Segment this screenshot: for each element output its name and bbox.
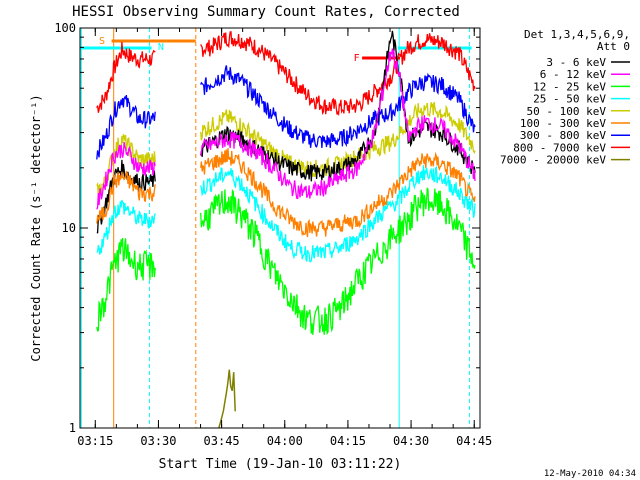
series-100-300-kev [96, 148, 476, 238]
x-tick-label: 04:30 [393, 434, 429, 448]
legend-entry-label: 25 - 50 keV [533, 93, 606, 106]
legend-subtitle: Att 0 [597, 40, 630, 53]
legend-entry-label: 7000 - 20000 keV [500, 154, 606, 167]
legend-title: Det 1,3,4,5,6,9, [524, 28, 630, 41]
x-tick-label: 04:00 [267, 434, 303, 448]
y-tick-label: 100 [54, 21, 76, 35]
legend-entry-label: 3 - 6 keV [546, 56, 606, 69]
x-tick-label: 03:45 [204, 434, 240, 448]
x-tick-label: 03:15 [77, 434, 113, 448]
series-line [96, 31, 476, 117]
chart-title: HESSI Observing Summary Count Rates, Cor… [72, 4, 460, 20]
series-line [218, 369, 236, 429]
series-12-25-kev [96, 187, 476, 336]
y-axis-label: Corrected Count Rate (s⁻¹ detector⁻¹) [29, 94, 43, 361]
x-tick-label: 04:45 [456, 434, 492, 448]
series-25-50-kev [96, 165, 476, 263]
plot-area: S N F [80, 28, 476, 429]
series-7000-20000-kev [218, 369, 236, 429]
legend-entry-label: 50 - 100 keV [527, 105, 607, 118]
y-axis: 1 10 100 [54, 21, 480, 435]
series-line [96, 48, 476, 210]
series-line [96, 148, 476, 238]
annotation-n: N [158, 42, 164, 53]
x-tick-label: 03:30 [140, 434, 176, 448]
x-axis: 03:15 03:30 03:45 04:00 04:15 04:30 04:45 [77, 28, 492, 448]
plot-frame [79, 27, 481, 429]
legend-entry-label: 6 - 12 keV [540, 68, 607, 81]
series-300-800-kev [96, 65, 476, 160]
series-800-7000-kev [96, 31, 476, 117]
y-tick-label: 1 [69, 421, 76, 435]
legend-entry-label: 300 - 800 keV [520, 129, 606, 142]
x-tick-label: 04:15 [330, 434, 366, 448]
annotation-f: F [354, 53, 360, 64]
y-tick-label: 10 [62, 221, 76, 235]
series-6-12-kev [96, 48, 476, 210]
legend-entry-label: 100 - 300 keV [520, 117, 606, 130]
legend-entry-label: 800 - 7000 keV [513, 141, 606, 154]
series-line [96, 65, 476, 160]
annotation-s: S [99, 36, 105, 47]
timestamp: 12-May-2010 04:34 [544, 469, 636, 479]
x-axis-label: Start Time (19-Jan-10 03:11:22) [159, 457, 402, 472]
series-line [96, 165, 476, 263]
series-line [96, 187, 476, 336]
legend-entry-label: 12 - 25 keV [533, 80, 606, 93]
